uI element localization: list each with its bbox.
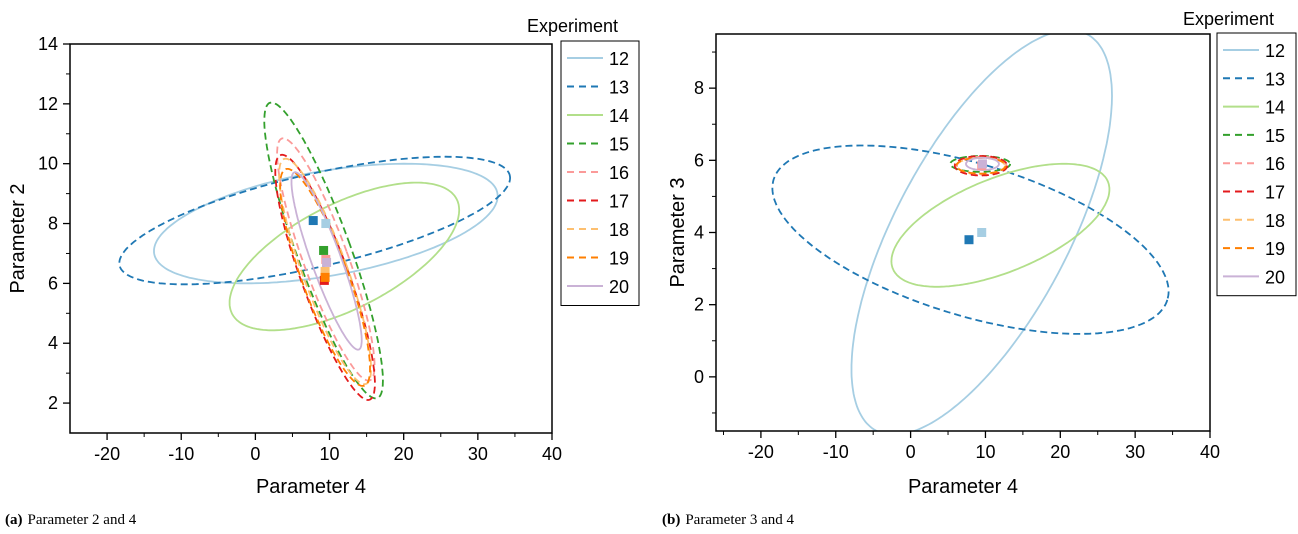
x-tick-label: 10	[975, 442, 995, 462]
plot-frame	[715, 33, 1211, 432]
legend-label-19: 19	[1265, 239, 1285, 259]
marker-18	[320, 266, 330, 276]
plot-area	[771, 34, 1170, 431]
legend-label-14: 14	[1265, 98, 1285, 118]
x-tick-label: -20	[94, 444, 120, 464]
plot-area	[118, 101, 512, 401]
y-tick-label: 2	[694, 295, 704, 315]
legend-box	[560, 40, 640, 306]
y-axis-title: Parameter 2	[7, 183, 29, 293]
legend-label-13: 13	[609, 78, 629, 98]
ellipse-16	[276, 137, 376, 382]
legend-label-20: 20	[609, 277, 629, 297]
x-tick-label: 0	[906, 442, 916, 462]
caption: (a) Parameter 2 and 4	[5, 512, 137, 528]
caption-text: Parameter 3 and 4	[685, 512, 794, 528]
caption-label: (a)	[5, 512, 23, 528]
marker-15	[319, 245, 329, 255]
ellipse-17	[274, 153, 376, 401]
chart-a: -20 -10 0 10 20 30 40 2 4 6 8 10 12 14 Parameter 4 Para…	[5, 16, 640, 528]
marker-20	[322, 257, 332, 267]
legend-box	[1216, 32, 1297, 297]
legend-label-17: 17	[1265, 183, 1285, 203]
ellipse-17	[953, 155, 1009, 177]
legend-label-15: 15	[609, 135, 629, 155]
y-tick-label: 0	[694, 367, 704, 387]
legend-title: Experiment	[527, 16, 618, 36]
legend-title: Experiment	[1183, 9, 1274, 29]
legend-label-16: 16	[609, 163, 629, 183]
y-tick-label: 4	[48, 333, 58, 353]
legend-label-14: 14	[609, 106, 629, 126]
legend-label-20: 20	[1265, 267, 1285, 287]
x-tick-label: 40	[1200, 442, 1220, 462]
y-tick-label: 2	[48, 393, 58, 413]
caption-text: Parameter 2 and 4	[28, 512, 137, 528]
ellipse-12	[153, 162, 499, 285]
marker-20	[977, 159, 987, 169]
x-tick-label: 30	[468, 444, 488, 464]
legend-label-12: 12	[609, 49, 629, 69]
x-tick-label: 20	[1050, 442, 1070, 462]
legend-label-18: 18	[609, 220, 629, 240]
marker-13	[308, 216, 318, 226]
marker-19	[320, 272, 330, 282]
legend-label-16: 16	[1265, 154, 1285, 174]
legend-label-19: 19	[609, 249, 629, 269]
ellipse-18	[278, 157, 373, 385]
x-tick-label: -10	[168, 444, 194, 464]
y-tick-label: 14	[38, 34, 58, 54]
legend-label-13: 13	[1265, 69, 1285, 89]
caption-label: (b)	[662, 512, 680, 528]
y-tick-label: 6	[48, 273, 58, 293]
y-tick-label: 6	[694, 150, 704, 170]
x-tick-label: -10	[823, 442, 849, 462]
legend-label-17: 17	[609, 192, 629, 212]
x-tick-label: -20	[748, 442, 774, 462]
y-axis-title: Parameter 3	[667, 177, 689, 287]
legend-label-18: 18	[1265, 211, 1285, 231]
y-tick-label: 10	[38, 154, 58, 174]
legend-label-12: 12	[1265, 41, 1285, 61]
ellipse-20	[290, 171, 363, 351]
ellipse-14	[890, 162, 1111, 288]
marker-13	[964, 235, 974, 245]
x-tick-label: 0	[250, 444, 260, 464]
legend: Experiment 12 13 14 15 16 17 18 19 20	[1183, 9, 1297, 297]
y-tick-label: 4	[694, 223, 704, 243]
x-axis-title: Parameter 4	[256, 476, 366, 498]
x-tick-label: 10	[320, 444, 340, 464]
x-tick-label: 30	[1125, 442, 1145, 462]
ellipse-13	[771, 144, 1170, 335]
y-tick-label: 12	[38, 94, 58, 114]
plot-frame	[69, 43, 553, 434]
ellipse-13	[118, 155, 512, 286]
legend: Experiment 12 13 14 15 16 17 18 19 20	[527, 16, 640, 306]
ellipse-19	[279, 168, 371, 387]
ellipse-20	[965, 156, 1000, 171]
legend-label-15: 15	[1265, 126, 1285, 146]
x-tick-label: 20	[394, 444, 414, 464]
x-axis-title: Parameter 4	[908, 476, 1018, 498]
caption: (b) Parameter 3 and 4	[662, 512, 795, 528]
chart-b: -20 -10 0 10 20 30 40 0 2 4 6 8 Parameter 4 Parameter…	[662, 9, 1297, 528]
y-tick-label: 8	[694, 78, 704, 98]
ellipse-15	[263, 101, 384, 400]
marker-12	[977, 228, 987, 237]
ellipse-14	[228, 181, 461, 332]
x-tick-label: 40	[542, 444, 562, 464]
marker-12	[321, 219, 331, 229]
y-tick-label: 8	[48, 214, 58, 234]
